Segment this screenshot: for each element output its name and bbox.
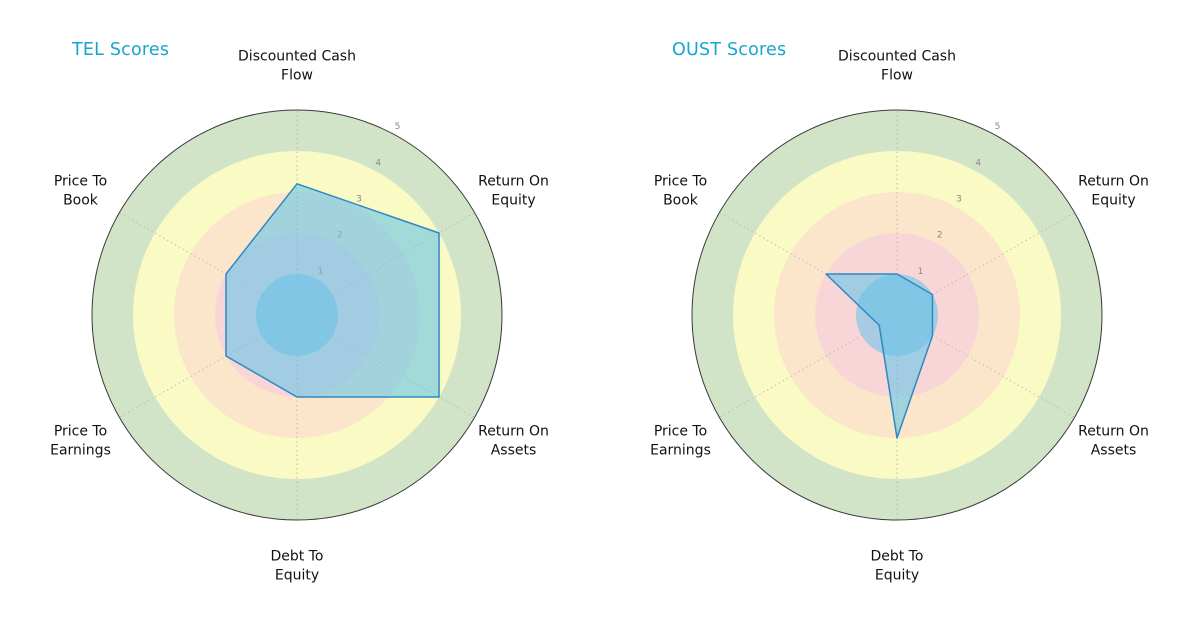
radial-tick-label: 2 (937, 231, 943, 241)
axis-label: Discounted Cash Flow (238, 49, 356, 84)
chart-panel-oust: OUST Scores Discounted Cash Flow Return On… (600, 0, 1200, 625)
score-polygon (225, 183, 440, 398)
radial-tick-label: 5 (395, 122, 401, 132)
axis-label: Debt To Equity (271, 549, 324, 584)
axis-label: Price To Book (54, 174, 107, 209)
radial-tick-label: 5 (995, 122, 1001, 132)
axis-label: Return On Assets (478, 424, 549, 459)
axis-label: Debt To Equity (871, 549, 924, 584)
chart-title-oust: OUST Scores (672, 40, 787, 60)
radial-tick-label: 4 (375, 158, 381, 168)
axis-label: Return On Assets (1078, 424, 1149, 459)
radar-chart-oust: Discounted Cash Flow Return On Equity Return… (650, 49, 1149, 584)
radial-tick-label: 4 (975, 158, 981, 168)
radial-tick-label: 3 (356, 194, 362, 204)
axis-label: Price To Earnings (650, 424, 711, 459)
axis-label: Return On Equity (1078, 174, 1149, 209)
radar-chart-tel: Discounted Cash Flow Return On Equity Return… (50, 49, 549, 584)
score-polygon (825, 273, 934, 439)
axis-label: Price To Earnings (50, 424, 111, 459)
outer-circle (691, 109, 1103, 521)
axis-label: Price To Book (654, 174, 707, 209)
outer-circle (91, 109, 503, 521)
chart-panel-tel: TEL Scores Discounted Cash Flow Return On E… (50, 40, 549, 584)
axis-label: Return On Equity (478, 174, 549, 209)
radial-tick-label: 1 (918, 267, 924, 277)
axis-label: Discounted Cash Flow (838, 49, 956, 84)
chart-title-tel: TEL Scores (72, 40, 170, 60)
radial-tick-label: 3 (956, 194, 962, 204)
